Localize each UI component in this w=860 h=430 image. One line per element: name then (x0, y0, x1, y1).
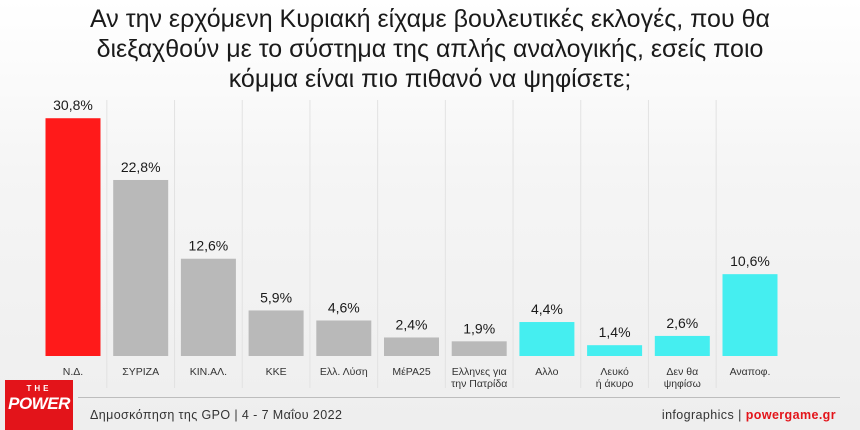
category-label-10: Αναποφ. (730, 366, 771, 378)
footer-divider (78, 397, 840, 398)
poll-source: Δημοσκόπηση της GPO | 4 - 7 Μαΐου 2022 (90, 408, 343, 422)
category-label-1: ΣΥΡΙΖΑ (122, 366, 159, 378)
bar-9 (654, 335, 710, 356)
category-label-6: την Πατρίδα (451, 378, 507, 390)
bar-6 (451, 341, 507, 356)
category-label-9: Δεν θα (666, 366, 698, 378)
power-logo: THE POWER (5, 380, 73, 430)
value-label-6: 1,9% (463, 320, 495, 336)
value-label-4: 4,6% (328, 299, 360, 315)
category-label-2: ΚΙΝ.ΑΛ. (190, 366, 227, 378)
value-label-1: 22,8% (121, 159, 161, 175)
credit-separator: | (738, 408, 742, 422)
category-label-6: Ελληνες για (452, 366, 507, 378)
credit-site-link[interactable]: powergame.gr (745, 408, 836, 422)
bar-8 (587, 345, 643, 356)
value-label-9: 2,6% (666, 315, 698, 331)
category-label-7: Αλλο (535, 366, 558, 378)
value-label-2: 12,6% (189, 238, 229, 254)
credit-label: infographics (661, 408, 735, 422)
value-label-3: 5,9% (260, 289, 292, 305)
bar-1 (113, 179, 169, 356)
category-label-4: Ελλ. Λύση (320, 366, 368, 378)
category-label-8: ή άκυρο (596, 378, 634, 390)
category-label-3: ΚΚΕ (266, 366, 287, 378)
category-label-8: Λευκό (600, 366, 629, 378)
logo-the-text: THE (26, 384, 52, 393)
value-label-8: 1,4% (599, 324, 631, 340)
value-label-7: 4,4% (531, 301, 563, 317)
category-label-9: ψηφίσω (664, 378, 701, 390)
bar-2 (180, 258, 236, 356)
category-label-5: ΜέΡΑ25 (392, 366, 430, 378)
bar-3 (248, 310, 304, 356)
credit-line: infographics | powergame.gr (662, 408, 836, 422)
category-label-0: Ν.Δ. (63, 366, 83, 378)
bar-10 (722, 274, 778, 356)
bar-7 (519, 322, 575, 356)
bar-4 (316, 320, 372, 356)
value-label-0: 30,8% (53, 97, 93, 113)
chart-title: Αν την ερχόμενη Κυριακή είχαμε βουλευτικ… (90, 5, 770, 93)
logo-power-text: POWER (8, 394, 70, 413)
value-label-5: 2,4% (396, 316, 428, 332)
bar-5 (384, 337, 439, 356)
bar-0 (45, 118, 101, 356)
value-label-10: 10,6% (730, 253, 770, 269)
